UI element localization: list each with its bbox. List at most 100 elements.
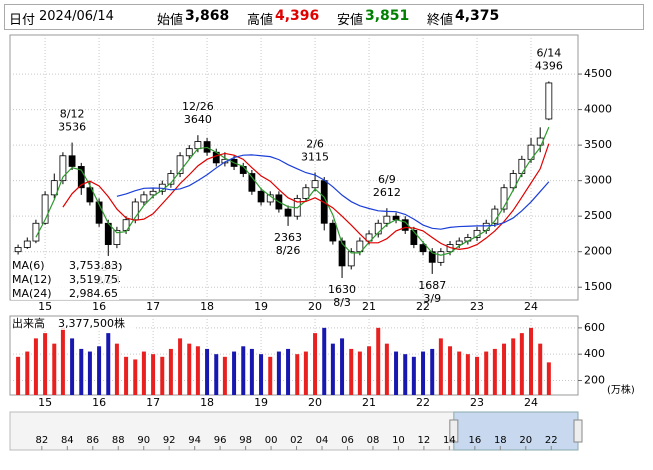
volume-bar	[438, 338, 443, 395]
volume-bar	[241, 346, 246, 395]
candle-body	[347, 251, 355, 267]
navigator-tick-label: 14	[443, 435, 456, 446]
candle-body	[176, 155, 184, 174]
field-value: 4,396	[275, 8, 320, 24]
navigator-tick-label: 08	[367, 435, 380, 446]
annotation-date: 6/14	[536, 46, 561, 59]
volume-bar	[295, 354, 300, 395]
y-tick-label: 2000	[584, 245, 612, 258]
candle-body	[239, 166, 247, 174]
candle-body	[104, 222, 112, 245]
annotation-date: 12/26	[182, 100, 214, 113]
volume-bar	[519, 333, 524, 395]
field-label: 高値	[247, 13, 274, 28]
navigator-tick-label: 86	[86, 435, 99, 446]
volume-bar	[421, 351, 426, 395]
navigator-tick-label: 90	[137, 435, 150, 446]
candle-body	[122, 219, 130, 231]
navigator-handle[interactable]	[573, 419, 583, 443]
x-tick-label: 15	[38, 396, 52, 409]
candle-body	[419, 244, 427, 253]
date-label: 日付	[9, 13, 36, 28]
volume-bar	[430, 348, 435, 395]
ma-line	[62, 143, 550, 250]
volume-bar	[205, 348, 210, 395]
annotation-date: 8/26	[276, 244, 301, 257]
volume-unit: (万株)	[607, 383, 635, 396]
legend-value: 3,753.83	[69, 259, 118, 272]
candle-body	[437, 251, 445, 263]
volume-bar	[25, 351, 30, 395]
candle-body	[284, 208, 292, 217]
navigator-tick-label: 16	[468, 435, 481, 446]
volume-bar	[457, 351, 462, 395]
y-tick-label: 3500	[584, 138, 612, 151]
volume-bar	[232, 351, 237, 395]
volume-bar	[465, 354, 470, 395]
annotation-value: 2363	[274, 231, 302, 244]
navigator-tick-label: 94	[188, 435, 201, 446]
volume-bar	[160, 356, 165, 395]
x-tick-label: 19	[254, 300, 268, 313]
y-tick-label: 600	[584, 321, 605, 334]
candle-body	[455, 240, 463, 245]
candle-body	[77, 166, 85, 189]
x-tick-label: 24	[524, 396, 538, 409]
candle-body	[59, 155, 67, 182]
volume-bar	[178, 338, 183, 395]
volume-bar	[195, 346, 200, 395]
annotation-value: 2612	[373, 186, 401, 199]
annotation-date: 8/12	[60, 108, 85, 121]
x-tick-label: 20	[308, 396, 322, 409]
candle-body	[311, 180, 319, 189]
y-tick-label: 400	[584, 347, 605, 360]
legend-name: MA(24)	[12, 287, 52, 300]
volume-bar	[502, 343, 507, 395]
x-tick-label: 22	[416, 396, 430, 409]
candle-body	[86, 187, 94, 203]
candle-body	[257, 190, 265, 203]
volume-bar	[60, 327, 65, 395]
candle-body	[50, 180, 58, 196]
volume-bar	[43, 333, 48, 395]
navigator-tick-label: 10	[392, 435, 405, 446]
annotation-date: 6/9	[378, 173, 396, 186]
annotation-value: 3640	[184, 113, 212, 126]
volume-bar	[492, 348, 497, 395]
x-tick-label: 16	[92, 300, 106, 313]
x-tick-label: 21	[362, 300, 376, 313]
volume-bar	[52, 343, 57, 395]
annotation-value: 3536	[58, 121, 86, 134]
x-tick-label: 17	[146, 300, 160, 313]
x-tick-label: 18	[200, 396, 214, 409]
volume-bar	[448, 346, 453, 395]
candle-body	[509, 173, 517, 189]
volume-bar	[349, 348, 354, 395]
volume-bar	[384, 343, 389, 395]
x-tick-label: 17	[146, 396, 160, 409]
candle-body	[500, 187, 508, 210]
candle-body	[248, 173, 256, 192]
field-label: 安値	[337, 13, 364, 28]
legend-name: MA(6)	[12, 259, 45, 272]
candle-body	[23, 240, 31, 248]
date: 2024/06/14	[39, 9, 114, 24]
volume-bar	[187, 343, 192, 395]
volume-bar	[367, 346, 372, 395]
volume-bar	[168, 348, 173, 395]
navigator-handle[interactable]	[449, 419, 459, 443]
candle-body	[329, 222, 337, 242]
x-tick-label: 16	[92, 396, 106, 409]
volume-bar	[322, 327, 327, 395]
x-tick-label: 20	[308, 300, 322, 313]
navigator-tick-label: 96	[214, 435, 227, 446]
candle-body	[365, 233, 373, 242]
y-tick-label: 4500	[584, 67, 612, 80]
navigator-tick-label: 02	[290, 435, 303, 446]
x-tick-label: 18	[200, 300, 214, 313]
candle-body	[545, 82, 553, 120]
volume-bar	[87, 351, 92, 395]
candle-body	[518, 158, 526, 174]
legend-value: 3,519.75	[69, 273, 118, 286]
